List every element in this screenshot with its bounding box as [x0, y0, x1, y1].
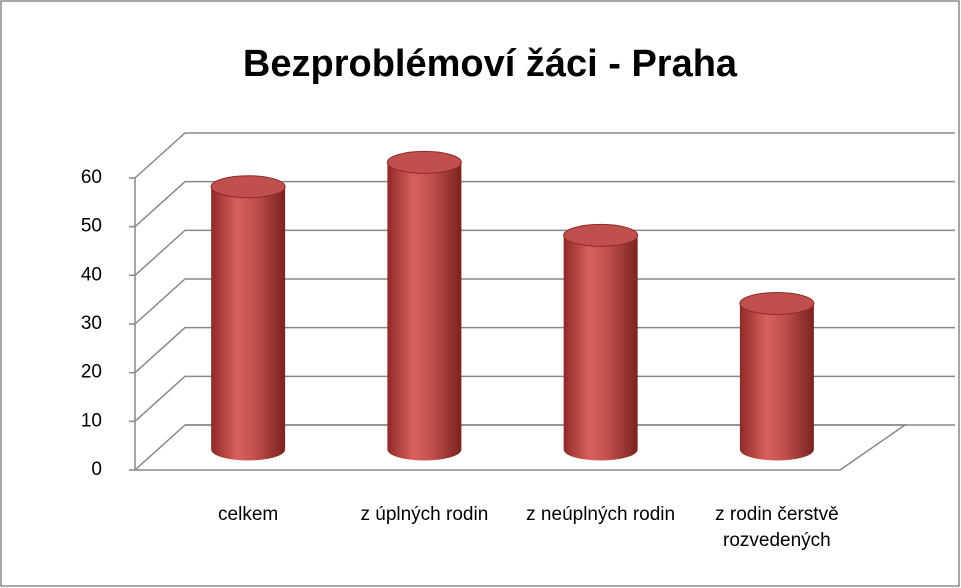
grid-line: [134, 278, 955, 325]
grid-line: [134, 229, 955, 276]
y-tick-label: 10: [81, 410, 102, 431]
y-tick-label: 50: [81, 216, 102, 237]
y-tick-label: 20: [81, 362, 102, 383]
bar-top: [563, 223, 639, 247]
y-tick-label: 40: [81, 264, 102, 285]
grid-line: [134, 132, 955, 179]
grid-line: [134, 180, 955, 228]
bar-body: [739, 303, 814, 461]
x-tick-label: celkem: [218, 504, 279, 525]
bar-body: [211, 186, 286, 461]
bar: [210, 175, 286, 461]
x-tick-label: z úplných rodin: [360, 504, 489, 525]
y-tick-label: 30: [81, 313, 102, 334]
y-tick-label: 60: [81, 167, 102, 188]
bar-top: [739, 292, 815, 315]
chart-title: Bezproblémoví žáci - Praha: [243, 43, 738, 85]
grid-line: [134, 375, 955, 422]
x-tick-label: z rodin čerstvě rozvedených: [715, 504, 839, 551]
grid-line: [134, 326, 955, 374]
bar-body: [563, 235, 638, 461]
bar-top: [210, 175, 286, 199]
grid-line: [134, 424, 955, 471]
y-tick-label: 0: [91, 459, 102, 480]
bar-top: [386, 150, 462, 174]
bar: [386, 150, 462, 461]
bar: [739, 292, 815, 461]
bar: [563, 223, 639, 461]
x-tick-label: z neúplných rodin: [526, 504, 676, 525]
bar-body: [387, 162, 462, 461]
